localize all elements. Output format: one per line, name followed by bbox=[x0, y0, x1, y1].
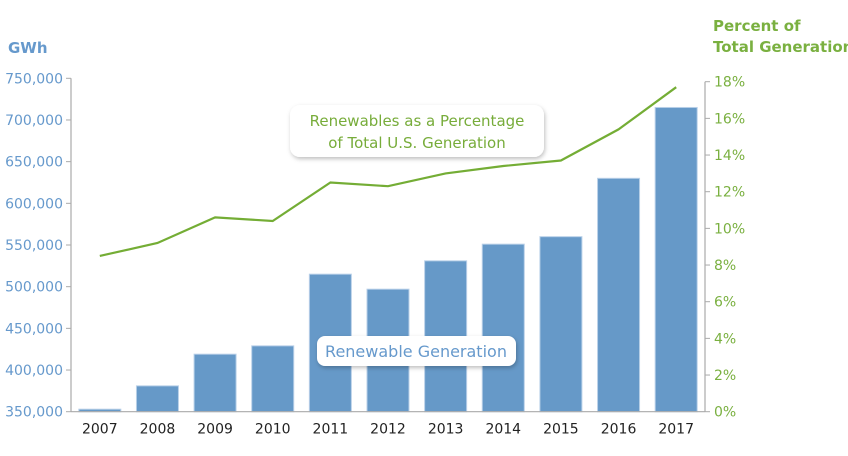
x-tick-label: 2009 bbox=[197, 422, 233, 438]
x-tick-label: 2010 bbox=[255, 422, 291, 438]
left-tick-label: 550,000 bbox=[5, 238, 63, 254]
left-tick-label: 750,000 bbox=[5, 71, 63, 87]
left-tick-label: 350,000 bbox=[5, 405, 63, 421]
bar-2016 bbox=[597, 177, 641, 413]
right-tick-label: 14% bbox=[714, 148, 745, 164]
line-annotation: Renewables as a Percentage of Total U.S.… bbox=[290, 105, 544, 157]
right-tick-label: 4% bbox=[714, 331, 736, 347]
x-tick-label: 2017 bbox=[658, 422, 694, 438]
x-tick-label: 2011 bbox=[313, 422, 349, 438]
right-tick-label: 16% bbox=[714, 111, 745, 127]
x-tick-label: 2012 bbox=[370, 422, 406, 438]
bar-2009 bbox=[193, 353, 237, 413]
right-tick-label: 10% bbox=[714, 221, 745, 237]
line-annotation-line2: of Total U.S. Generation bbox=[328, 134, 506, 152]
bar-2017 bbox=[654, 106, 698, 413]
right-tick-label: 12% bbox=[714, 185, 745, 201]
right-tick-label: 6% bbox=[714, 295, 736, 311]
percentage-line bbox=[99, 86, 677, 257]
bar-2008 bbox=[135, 385, 179, 413]
x-tick-label: 2015 bbox=[543, 422, 579, 438]
x-tick-label: 2016 bbox=[601, 422, 637, 438]
left-tick-label: 600,000 bbox=[5, 196, 63, 212]
left-axis-label: GWh bbox=[8, 39, 48, 57]
right-axis-label-line1: Percent of bbox=[713, 17, 801, 35]
right-tick-label: 0% bbox=[714, 405, 736, 421]
right-tick-label: 2% bbox=[714, 368, 736, 384]
right-tick-label: 18% bbox=[714, 75, 745, 91]
left-tick-label: 700,000 bbox=[5, 113, 63, 129]
left-tick-label: 500,000 bbox=[5, 280, 63, 296]
right-axis-label-line2: Total Generation bbox=[713, 38, 848, 56]
bar-2015 bbox=[539, 236, 583, 413]
right-tick-label: 8% bbox=[714, 258, 736, 274]
left-axis: 350,000 400,000 450,000 500,000 550,000 600,0… bbox=[5, 71, 72, 421]
x-tick-label: 2014 bbox=[485, 422, 521, 438]
bar-annotation: Renewable Generation bbox=[317, 336, 516, 366]
x-tick-label: 2013 bbox=[428, 422, 464, 438]
x-tick-label: 2007 bbox=[82, 422, 118, 438]
bar-2010 bbox=[251, 345, 295, 413]
x-axis: 2007 2008 2009 2010 2011 2012 2013 2014 2015 2016… bbox=[71, 411, 705, 438]
bar-annotation-text: Renewable Generation bbox=[325, 342, 507, 361]
left-tick-label: 450,000 bbox=[5, 321, 63, 337]
right-axis: 0% 2% 4% 6% 8% 10% 12% 14% 16% 18% bbox=[704, 75, 745, 421]
left-tick-label: 650,000 bbox=[5, 155, 63, 171]
line-annotation-line1: Renewables as a Percentage bbox=[310, 112, 525, 130]
left-tick-label: 400,000 bbox=[5, 363, 63, 379]
bar-2014 bbox=[481, 243, 525, 413]
x-tick-label: 2008 bbox=[140, 422, 176, 438]
